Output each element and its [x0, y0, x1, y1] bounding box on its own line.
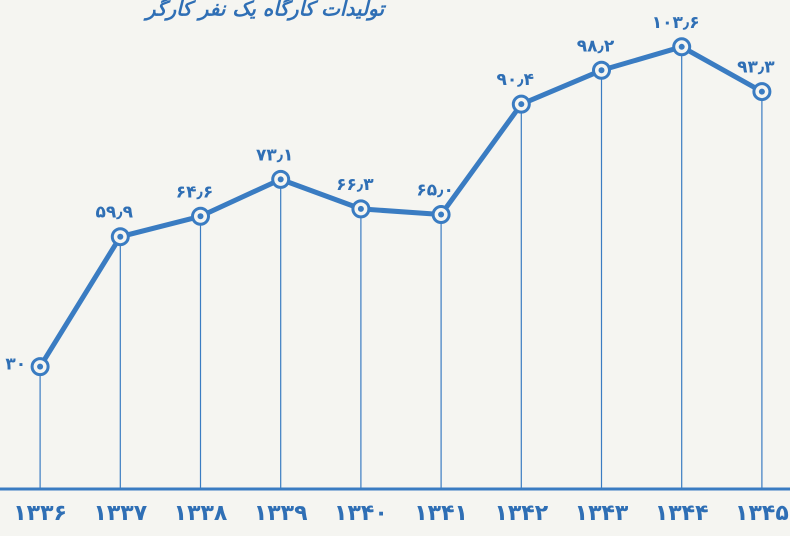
point-core [197, 213, 204, 220]
x-tick-label: ۱۳۳۸ [174, 501, 228, 526]
value-label: ۹۸٫۲ [577, 36, 615, 56]
point-core [37, 363, 44, 370]
x-tick-label: ۱۳۴۵ [735, 501, 789, 526]
point-core [758, 88, 765, 95]
point-core [678, 43, 685, 50]
chart-title: تولیدات کارگاه یک نفر کارگر [143, 0, 387, 22]
value-label: ۶۴٫۶ [176, 182, 213, 202]
value-label: ۵۹٫۹ [96, 203, 134, 223]
value-label: ۷۳٫۱ [256, 145, 293, 165]
point-core [277, 176, 284, 183]
data-line [37, 44, 764, 368]
point-core [518, 101, 525, 108]
point-core [438, 211, 445, 218]
value-label: ۳۰ [5, 355, 26, 375]
value-label: ۱۰۳٫۶ [652, 13, 700, 33]
x-tick-label: ۱۳۴۱ [414, 501, 468, 526]
x-tick-label: ۱۳۴۳ [575, 501, 629, 526]
x-tick-label: ۱۳۴۰ [334, 501, 388, 526]
x-tick-label: ۱۳۳۹ [254, 501, 308, 526]
x-tick-label: ۱۳۴۲ [494, 501, 548, 526]
x-tick-label: ۱۳۴۴ [655, 501, 709, 526]
value-label: ۶۶٫۳ [336, 175, 374, 195]
point-core [357, 205, 364, 212]
point-core [117, 233, 124, 240]
value-label: ۶۵٫۰ [416, 181, 453, 201]
value-label: ۹۳٫۳ [737, 58, 775, 78]
value-label: ۹۰٫۴ [497, 70, 534, 90]
point-core [598, 67, 605, 74]
x-tick-label: ۱۳۳۷ [93, 501, 147, 526]
x-tick-label: ۱۳۳۶ [13, 501, 67, 526]
